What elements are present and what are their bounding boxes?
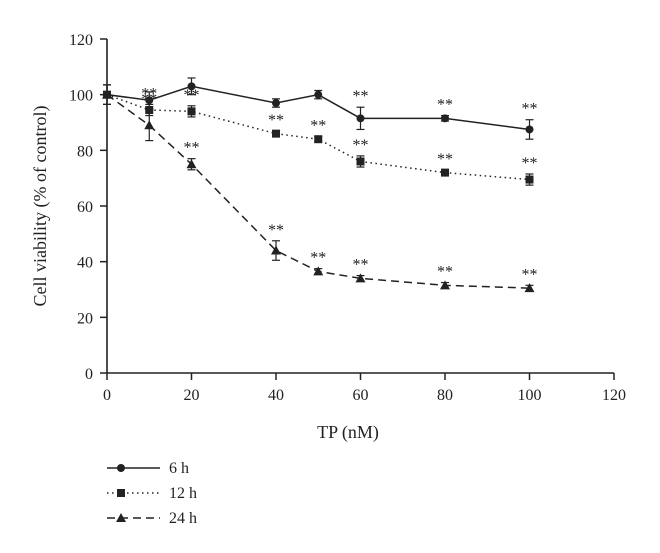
series-line [106, 85, 530, 131]
series-24h: ******** ** ** ** [102, 84, 538, 293]
y-tick-label: 100 [69, 88, 93, 105]
significance-label: ** [353, 88, 369, 105]
data-point [355, 273, 366, 283]
significance-label: ** [437, 151, 453, 168]
y-tick-label: 80 [77, 143, 93, 160]
x-tick-label: 120 [602, 387, 626, 404]
legend-label: 6 h [169, 460, 189, 477]
significance-label: ** [353, 137, 369, 154]
data-point [272, 99, 280, 108]
y-tick-label: 0 [85, 366, 93, 383]
legend-item: 6 h [107, 460, 189, 477]
significance-label: ** [522, 101, 538, 118]
legend-item: 24 h [107, 510, 197, 527]
legend-marker [116, 513, 126, 522]
y-tick-label: 40 [77, 255, 93, 272]
y-axis-label: Cell viability (% of control) [30, 106, 51, 307]
data-point [356, 114, 365, 123]
legend-label: 24 h [169, 510, 197, 527]
data-point [187, 107, 196, 116]
series-line [106, 94, 530, 289]
data-point [525, 175, 534, 184]
significance-label: ** [184, 87, 200, 104]
legend-item: 12 h [107, 485, 197, 502]
data-point [524, 283, 535, 293]
y-tick-label: 60 [77, 199, 93, 216]
data-point [102, 89, 112, 99]
data-point [441, 114, 449, 123]
series-12h: ** **** ****** ** [103, 84, 538, 186]
x-tick-label: 20 [184, 387, 200, 404]
significance-label: ** [184, 140, 200, 157]
legend-label: 12 h [169, 485, 197, 502]
axes: 0 20 40 60 80 100 120 0 20 40 60 80 100 120 [69, 32, 626, 404]
significance-label: ** [437, 97, 453, 114]
significance-label: ** [522, 266, 538, 283]
significance-label: ** [522, 155, 538, 172]
significance-label: ** [141, 85, 157, 102]
data-point [440, 280, 450, 290]
significance-label: ** [310, 250, 326, 267]
x-tick-label: 0 [103, 387, 111, 404]
significance-label: ** [141, 91, 157, 108]
series-line [106, 93, 530, 181]
data-point [314, 135, 323, 144]
x-tick-label: 60 [353, 387, 369, 404]
significance-label: ** [268, 112, 284, 129]
x-axis-label: TP (nM) [317, 422, 379, 443]
x-tick-label: 100 [518, 387, 542, 404]
y-tick-label: 120 [69, 32, 93, 49]
data-point [144, 120, 155, 130]
significance-label: ** [437, 264, 453, 281]
data-point [525, 125, 534, 134]
data-point [187, 82, 196, 91]
legend-marker [117, 489, 125, 497]
data-point [272, 129, 280, 138]
x-tick-label: 80 [437, 387, 453, 404]
series-layer: ** ** **** **** ****** ********** ** ** ** [102, 77, 538, 293]
legend-marker [117, 464, 125, 472]
data-point [356, 157, 365, 166]
significance-label: ** [353, 257, 369, 274]
y-tick-label: 20 [77, 310, 93, 327]
data-point [441, 168, 449, 177]
data-point [271, 245, 281, 255]
significance-label: ** [310, 117, 326, 134]
data-point [313, 266, 324, 276]
data-point [186, 159, 197, 169]
significance-label: ** [268, 222, 284, 239]
x-tick-label: 40 [268, 387, 284, 404]
legend: 6 h 12 h 24 h [107, 460, 197, 527]
data-point [314, 90, 323, 99]
data-point [145, 96, 154, 105]
